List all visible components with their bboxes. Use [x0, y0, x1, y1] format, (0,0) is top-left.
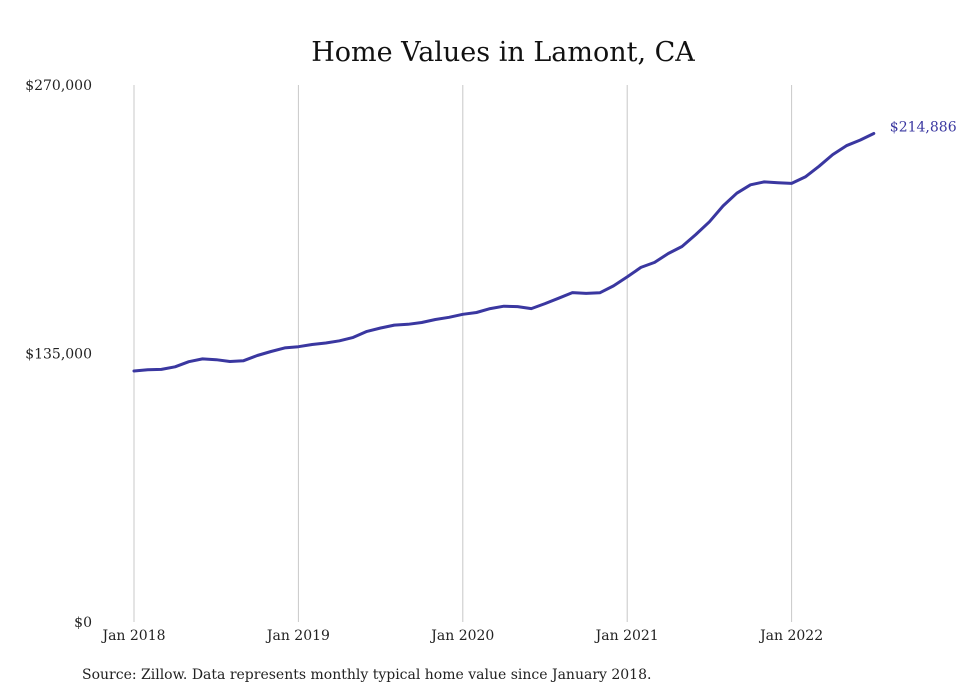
series-line	[132, 132, 876, 373]
y-axis-ticks: $0 $135,000 $270,000	[25, 78, 92, 631]
y-tick-label: $0	[74, 615, 92, 631]
series-group: $214,886	[132, 120, 957, 373]
x-tick-label: Jan 2019	[265, 628, 330, 644]
x-tick-label: Jan 2022	[758, 628, 823, 644]
x-tick-label: Jan 2021	[594, 628, 659, 644]
x-tick-label: Jan 2018	[100, 628, 165, 644]
source-note: Source: Zillow. Data represents monthly …	[82, 667, 652, 683]
y-tick-label: $270,000	[25, 78, 92, 94]
y-tick-label: $135,000	[25, 347, 92, 363]
grid-lines	[133, 85, 793, 622]
end-value-label: $214,886	[890, 120, 957, 136]
x-axis-ticks: Jan 2018 Jan 2019 Jan 2020 Jan 2021 Jan 2022	[100, 628, 823, 644]
chart-title: Home Values in Lamont, CA	[311, 37, 695, 68]
x-tick-label: Jan 2020	[429, 628, 494, 644]
